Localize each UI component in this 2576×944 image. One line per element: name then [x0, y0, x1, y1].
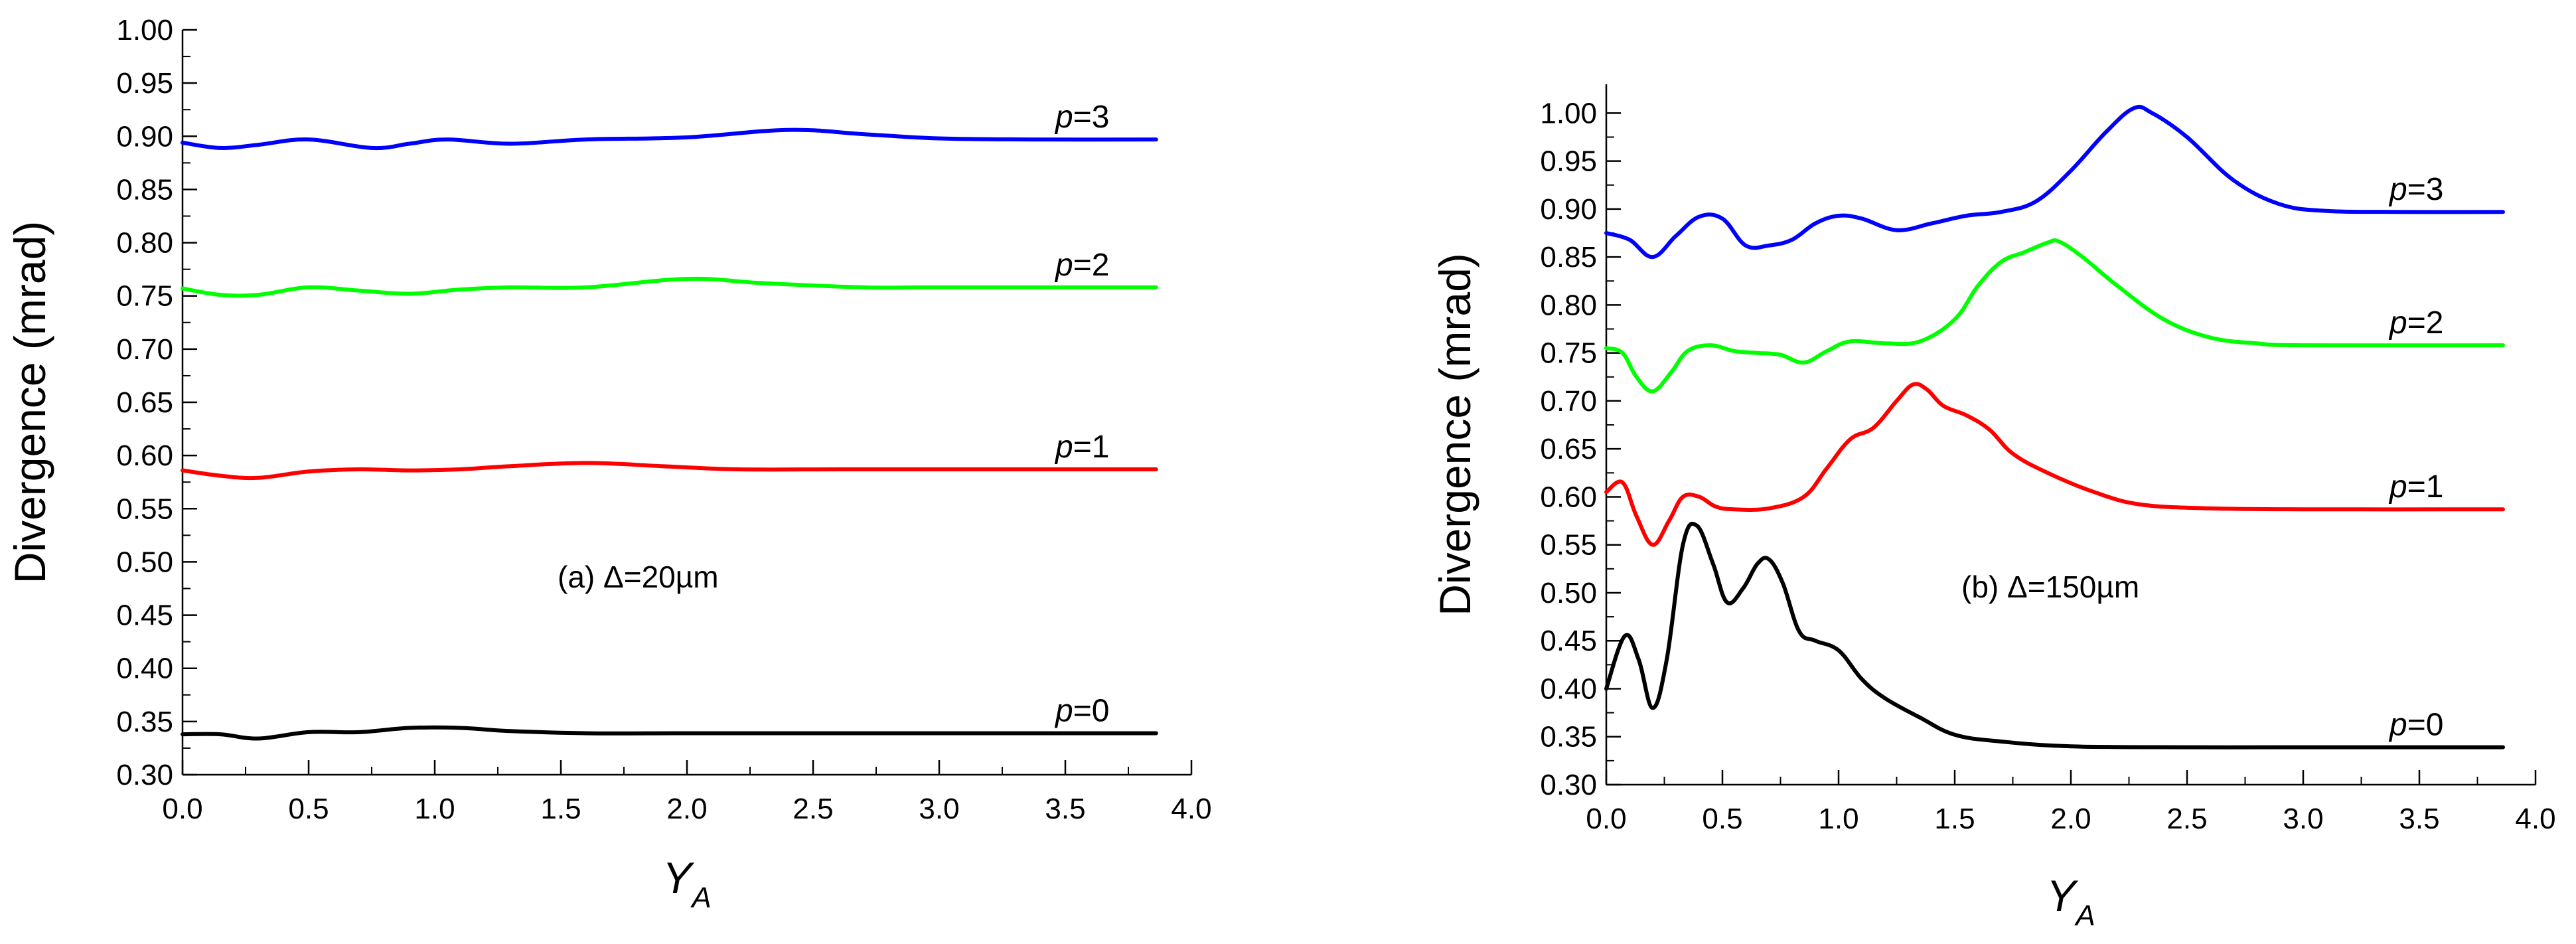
x-tick-label: 1.0	[414, 793, 455, 825]
y-tick-label: 0.75	[116, 280, 173, 313]
x-tick-label: 2.0	[666, 793, 707, 825]
series-label-p=0: p=0	[2388, 708, 2443, 743]
x-tick-label: 2.5	[2166, 803, 2207, 835]
x-tick-label: 1.5	[1934, 803, 1975, 835]
y-tick-label: 0.95	[1540, 145, 1597, 178]
x-tick-label: 0.0	[1586, 803, 1626, 835]
x-tick-label: 4.0	[1171, 793, 1211, 825]
series-line-p=0	[181, 725, 1158, 741]
panel-annotation: (b) Δ=150µm	[1961, 570, 2139, 604]
y-tick-label: 0.30	[116, 759, 173, 791]
series-label-p=1: p=1	[2388, 469, 2443, 505]
y-tick-label: 0.35	[116, 706, 173, 738]
y-tick-label: 0.40	[1540, 672, 1597, 705]
series-line-p=3	[181, 127, 1158, 151]
series-label-p=1: p=1	[1054, 430, 1109, 465]
y-tick-label: 0.50	[116, 546, 173, 578]
series-line-p=3	[1604, 104, 2505, 260]
x-tick-label: 1.5	[540, 793, 581, 825]
y-tick-label: 1.00	[1540, 97, 1597, 129]
x-tick-label: 3.0	[2283, 803, 2323, 835]
y-tick-label: 0.45	[1540, 625, 1597, 657]
y-axis-title: Divergence (mrad)	[1430, 253, 1479, 616]
x-tick-label: 0.5	[1702, 803, 1742, 835]
x-tick-label: 2.5	[793, 793, 833, 825]
y-tick-label: 0.55	[116, 493, 173, 525]
panel-a-chart: 0.30 0.35 0.40 0.45 0.50 0.55 0.60 0.65 0.70 0.75…	[5, 14, 1212, 914]
series-label-p=2: p=2	[2388, 305, 2443, 341]
y-tick-label: 0.35	[1540, 721, 1597, 753]
series-label-p=2: p=2	[1054, 248, 1109, 283]
y-tick-label: 0.30	[1540, 769, 1597, 801]
y-tick-label: 0.85	[116, 173, 173, 206]
x-tick-label: 3.0	[919, 793, 959, 825]
y-tick-label: 0.85	[1540, 241, 1597, 274]
x-tick-label: 0.5	[288, 793, 329, 825]
y-tick-label: 0.80	[1540, 289, 1597, 321]
x-tick-label: 3.5	[1045, 793, 1085, 825]
y-tick-label: 0.65	[1540, 433, 1597, 465]
y-tick-label: 0.40	[116, 653, 173, 685]
x-tick-label: 4.0	[2515, 803, 2555, 835]
panel-b-chart: 0.30 0.35 0.40 0.45 0.50 0.55 0.60 0.65 0.70 0.75…	[1430, 84, 2556, 932]
x-axis-title: YA	[662, 853, 711, 914]
y-tick-label: 0.45	[116, 599, 173, 632]
y-tick-label: 0.65	[116, 386, 173, 419]
series-line-p=2	[181, 276, 1158, 298]
y-tick-label: 0.70	[116, 333, 173, 366]
y-tick-label: 0.95	[116, 67, 173, 100]
x-tick-label: 0.0	[162, 793, 202, 825]
series-line-p=1	[181, 461, 1158, 481]
series-line-p=2	[1604, 238, 2505, 394]
series-line-p=1	[1604, 382, 2505, 547]
y-tick-label: 0.60	[1540, 481, 1597, 513]
y-tick-label: 0.80	[116, 227, 173, 260]
y-tick-label: 0.90	[1540, 193, 1597, 226]
y-tick-label: 0.50	[1540, 577, 1597, 609]
x-tick-label: 3.5	[2399, 803, 2439, 835]
y-tick-label: 0.90	[116, 120, 173, 153]
x-axis-title: YA	[2046, 871, 2095, 932]
x-tick-label: 2.0	[2050, 803, 2091, 835]
y-tick-label: 0.70	[1540, 385, 1597, 418]
x-tick-label: 1.0	[1818, 803, 1858, 835]
y-tick-label: 0.75	[1540, 337, 1597, 370]
series-label-p=0: p=0	[1054, 693, 1109, 728]
y-tick-label: 0.60	[116, 439, 173, 472]
series-label-p=3: p=3	[1054, 100, 1109, 135]
series-line-p=0	[1604, 522, 2505, 749]
y-tick-label: 0.55	[1540, 529, 1597, 562]
y-tick-label: 1.00	[116, 14, 173, 46]
series-label-p=3: p=3	[2388, 172, 2443, 207]
y-axis-title: Divergence (mrad)	[5, 221, 54, 584]
panel-annotation: (a) Δ=20µm	[558, 560, 719, 594]
